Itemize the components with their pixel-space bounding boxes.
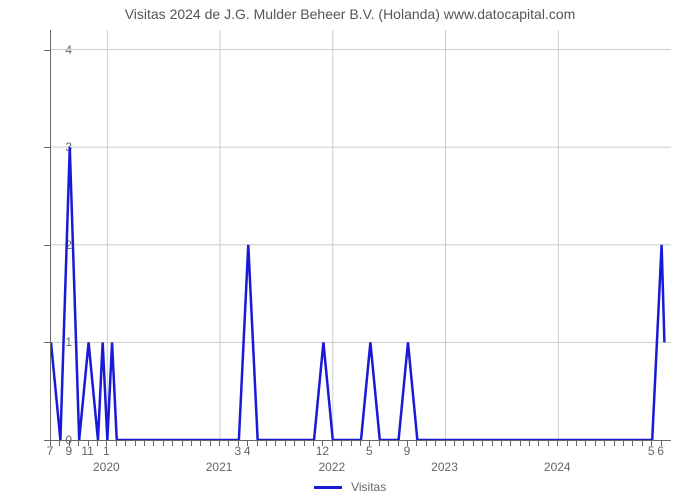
x-year-label: 2022 bbox=[318, 460, 345, 474]
line-series bbox=[51, 30, 671, 440]
x-tick-label: 5 bbox=[648, 444, 655, 458]
legend-swatch bbox=[314, 486, 342, 489]
plot-area bbox=[50, 30, 671, 441]
legend: Visitas bbox=[0, 480, 700, 494]
chart-container: Visitas 2024 de J.G. Mulder Beheer B.V. … bbox=[0, 0, 700, 500]
x-tick-label: 5 bbox=[366, 444, 373, 458]
legend-label: Visitas bbox=[351, 480, 386, 494]
x-year-label: 2024 bbox=[544, 460, 571, 474]
x-tick-label: 1 bbox=[103, 444, 110, 458]
x-year-label: 2021 bbox=[206, 460, 233, 474]
x-tick-label: 12 bbox=[316, 444, 329, 458]
x-tick-label: 7 bbox=[47, 444, 54, 458]
x-tick-label: 3 bbox=[235, 444, 242, 458]
x-tick-label: 9 bbox=[65, 444, 72, 458]
x-tick-label: 4 bbox=[244, 444, 251, 458]
x-year-label: 2020 bbox=[93, 460, 120, 474]
chart-title: Visitas 2024 de J.G. Mulder Beheer B.V. … bbox=[0, 6, 700, 22]
x-tick-label: 11 bbox=[81, 444, 93, 458]
x-year-label: 2023 bbox=[431, 460, 458, 474]
x-tick-label: 9 bbox=[404, 444, 411, 458]
x-tick-label: 6 bbox=[657, 444, 664, 458]
